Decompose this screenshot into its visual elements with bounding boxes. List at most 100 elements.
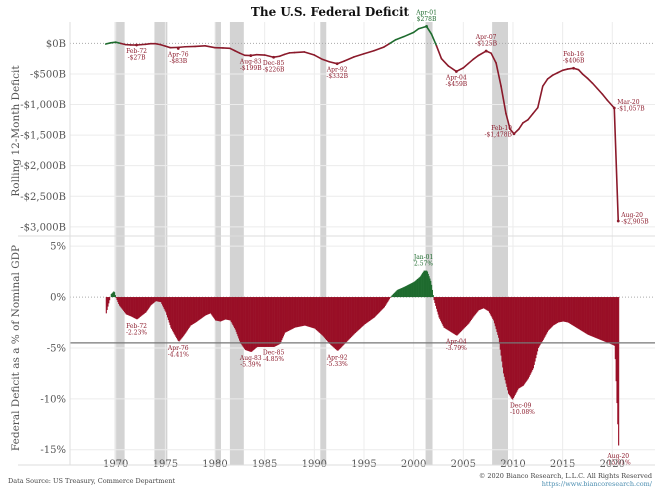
surplus-bar xyxy=(415,280,417,298)
deficit-bar xyxy=(162,297,164,308)
deficit-bar xyxy=(616,297,618,404)
deficit-bar xyxy=(349,297,351,339)
deficit-bar xyxy=(208,297,210,315)
deficit-bar xyxy=(539,297,541,346)
deficit-bar xyxy=(524,297,526,384)
surplus-bar xyxy=(414,281,416,298)
deficit-bar xyxy=(354,297,356,334)
recession-band xyxy=(320,22,327,465)
deficit-bar xyxy=(462,297,464,330)
deficit-bar xyxy=(362,297,364,327)
deficit-bar xyxy=(336,297,338,351)
deficit-bar xyxy=(497,297,499,335)
deficit-bar xyxy=(463,297,465,329)
deficit-bar xyxy=(253,297,255,351)
surplus-bar xyxy=(411,283,413,298)
recession-band xyxy=(425,22,433,465)
deficit-bar xyxy=(443,297,445,328)
deficit-bar xyxy=(195,297,198,322)
deficit-bar xyxy=(344,297,347,344)
deficit-line-segment xyxy=(532,106,539,115)
surplus-bar xyxy=(391,295,393,298)
deficit-bar xyxy=(131,297,133,317)
annotation-date: Apr-92 xyxy=(326,354,348,361)
deficit-bar xyxy=(233,297,235,327)
deficit-bar xyxy=(571,297,573,326)
deficit-bar xyxy=(363,297,366,325)
deficit-bar xyxy=(442,297,444,326)
deficit-bar xyxy=(295,297,297,328)
deficit-bar xyxy=(275,297,277,347)
deficit-bar xyxy=(197,297,199,321)
annotation-date: Feb-16 xyxy=(563,51,584,58)
annotation-value: -4.85% xyxy=(263,356,284,363)
deficit-bar xyxy=(203,297,205,317)
source-url-link[interactable]: https://www.biancoresearch.com/ xyxy=(542,480,653,488)
deficit-bar xyxy=(577,297,579,329)
deficit-line-segment xyxy=(556,69,564,74)
deficit-bar xyxy=(323,297,325,338)
deficit-bar xyxy=(351,297,353,337)
deficit-line-segment xyxy=(606,99,616,109)
deficit-bar xyxy=(550,297,552,329)
deficit-bar xyxy=(267,297,270,347)
deficit-bar xyxy=(486,297,488,311)
deficit-bar xyxy=(585,297,587,334)
surplus-bar xyxy=(114,292,116,298)
deficit-bar xyxy=(277,297,279,346)
deficit-bar xyxy=(180,297,182,340)
annotation-date: Dec-09 xyxy=(510,403,532,410)
deficit-bar xyxy=(381,297,383,310)
deficit-bar xyxy=(377,297,379,315)
deficit-bar xyxy=(334,297,336,349)
deficit-bar xyxy=(605,297,607,343)
deficit-bar xyxy=(350,297,352,338)
deficit-bar xyxy=(583,297,585,333)
deficit-bar xyxy=(253,297,256,350)
deficit-bar xyxy=(149,297,151,307)
deficit-line-segment xyxy=(477,50,487,57)
annotation-marker xyxy=(335,62,339,66)
deficit-bar xyxy=(243,297,245,348)
deficit-bar xyxy=(455,297,457,335)
surplus-bar xyxy=(421,273,424,298)
annotation-value: $278B xyxy=(417,16,437,23)
annotation-date: Aug-83 xyxy=(239,355,262,362)
deficit-bar xyxy=(311,297,313,328)
deficit-bar xyxy=(126,297,128,315)
deficit-bar xyxy=(235,297,237,332)
deficit-bar xyxy=(184,297,186,335)
deficit-bar xyxy=(548,297,550,330)
deficit-bar xyxy=(266,297,268,347)
deficit-bar xyxy=(287,297,289,332)
deficit-line-segment xyxy=(402,31,415,38)
annotation-value: -$459B xyxy=(445,81,467,88)
deficit-bar xyxy=(217,297,219,321)
annotation-value: -$27B xyxy=(128,55,146,62)
annotation-value: -$226B xyxy=(263,67,285,74)
deficit-bar xyxy=(218,297,220,322)
deficit-bar xyxy=(367,297,369,323)
deficit-bar xyxy=(248,297,250,352)
deficit-bar xyxy=(474,297,477,315)
deficit-bar xyxy=(339,297,342,349)
deficit-bar xyxy=(444,297,446,329)
deficit-bar xyxy=(491,297,493,318)
deficit-bar xyxy=(525,297,527,383)
deficit-bar xyxy=(230,297,232,323)
deficit-bar xyxy=(458,297,460,334)
deficit-bar xyxy=(532,297,534,369)
deficit-bar xyxy=(202,297,204,318)
deficit-bar xyxy=(326,297,328,341)
deficit-bar xyxy=(560,297,563,322)
deficit-bar xyxy=(171,297,174,331)
deficit-bar xyxy=(445,297,448,330)
deficit-bar xyxy=(584,297,586,333)
deficit-bar xyxy=(359,297,361,330)
deficit-bar xyxy=(290,297,292,330)
deficit-bar xyxy=(296,297,299,328)
deficit-bar xyxy=(193,297,195,324)
deficit-bar xyxy=(522,297,524,387)
deficit-bar xyxy=(573,297,575,327)
